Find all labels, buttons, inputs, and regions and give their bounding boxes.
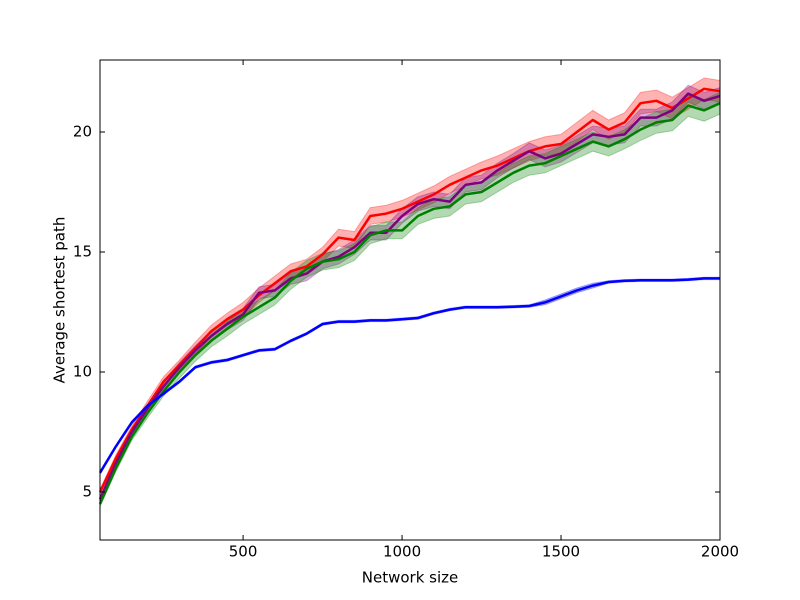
series-line <box>98 277 720 474</box>
y-tick-label: 20 <box>73 123 92 141</box>
x-tick-label: 2000 <box>701 543 739 561</box>
x-tick-label: 1000 <box>383 543 421 561</box>
series-line <box>98 92 721 500</box>
series-line <box>98 87 721 493</box>
y-tick-label: 10 <box>73 363 92 381</box>
x-tick-label: 1500 <box>542 543 580 561</box>
series-line <box>98 102 721 505</box>
x-axis-label: Network size <box>362 569 458 587</box>
x-tick-label: 500 <box>229 543 258 561</box>
y-axis-label: Average shortest path <box>51 217 69 384</box>
y-tick-label: 15 <box>73 243 92 261</box>
plot-area <box>98 77 721 507</box>
axes-frame <box>99 59 721 541</box>
y-tick-label: 5 <box>82 483 92 501</box>
